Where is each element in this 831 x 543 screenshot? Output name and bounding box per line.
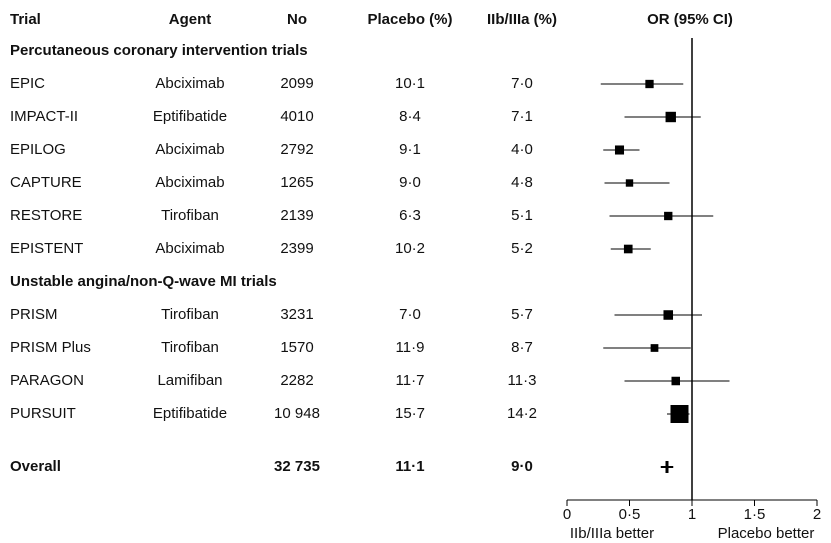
cell: PRISM <box>10 306 58 323</box>
cell: Lamifiban <box>157 372 222 389</box>
x-label: Placebo better <box>718 525 815 542</box>
cell: 11·7 <box>396 372 425 389</box>
cell: Eptifibatide <box>153 405 227 422</box>
column-header: Placebo (%) <box>367 11 452 28</box>
cell: 5·7 <box>511 306 533 323</box>
column-header: Agent <box>169 11 212 28</box>
cell: 2139 <box>280 207 313 224</box>
group-label: Unstable angina/non-Q-wave MI trials <box>10 273 277 290</box>
cell: IMPACT-II <box>10 108 78 125</box>
cell: 32 735 <box>274 458 320 475</box>
or-box <box>614 145 625 155</box>
cell: 7·1 <box>511 108 533 125</box>
cell: 11·1 <box>395 458 424 475</box>
or-box <box>663 310 674 320</box>
cell: 9·0 <box>511 458 533 475</box>
or-box <box>650 344 659 352</box>
cell: Abciximab <box>155 174 224 191</box>
cell: 9·1 <box>399 141 421 158</box>
x-tick-label: 1 <box>688 506 696 523</box>
x-tick-label: 2 <box>813 506 821 523</box>
column-header: IIb/IIIa (%) <box>487 11 557 28</box>
cell: EPIC <box>10 75 45 92</box>
cell: Overall <box>10 458 61 475</box>
cell: 2099 <box>280 75 313 92</box>
or-box <box>625 179 634 187</box>
cell: EPISTENT <box>10 240 83 257</box>
cell: 15·7 <box>395 405 425 422</box>
cell: 7·0 <box>511 75 533 92</box>
cell: CAPTURE <box>10 174 82 191</box>
cell: 1265 <box>280 174 313 191</box>
cell: 2399 <box>280 240 313 257</box>
cell: 14·2 <box>507 405 537 422</box>
cell: RESTORE <box>10 207 82 224</box>
cell: 4·8 <box>511 174 533 191</box>
cell: 3231 <box>280 306 313 323</box>
cell: 2792 <box>280 141 313 158</box>
cell: Tirofiban <box>161 207 219 224</box>
or-box <box>623 244 633 254</box>
x-tick-label: 0·5 <box>619 506 641 523</box>
cell: 2282 <box>280 372 313 389</box>
cell: PRISM Plus <box>10 339 91 356</box>
cell: EPILOG <box>10 141 66 158</box>
or-box <box>665 111 676 123</box>
cell: PARAGON <box>10 372 84 389</box>
or-box <box>671 376 681 386</box>
cell: Abciximab <box>155 240 224 257</box>
cell: Abciximab <box>155 75 224 92</box>
column-header: OR (95% CI) <box>647 11 733 28</box>
cell: 5·1 <box>511 207 533 224</box>
cell: 8·4 <box>399 108 421 125</box>
cell: 11·9 <box>396 339 425 356</box>
cell: 9·0 <box>399 174 421 191</box>
cell: 1570 <box>280 339 313 356</box>
cell: 5·2 <box>511 240 533 257</box>
column-header: Trial <box>10 11 41 28</box>
column-header: No <box>287 11 307 28</box>
cell: PURSUIT <box>10 405 76 422</box>
or-box <box>645 79 654 89</box>
cell: Tirofiban <box>161 339 219 356</box>
cell: 7·0 <box>399 306 421 323</box>
cell: Tirofiban <box>161 306 219 323</box>
cell: Eptifibatide <box>153 108 227 125</box>
cell: 8·7 <box>511 339 533 356</box>
cell: 11·3 <box>508 372 537 389</box>
cell: 10·1 <box>395 75 425 92</box>
cell: 4·0 <box>511 141 533 158</box>
cell: 4010 <box>280 108 313 125</box>
cell: 10 948 <box>274 405 320 422</box>
cell: Abciximab <box>155 141 224 158</box>
x-tick-label: 0 <box>563 506 571 523</box>
cell: 6·3 <box>399 207 421 224</box>
or-box <box>664 211 673 221</box>
x-label: IIb/IIIa better <box>570 525 654 542</box>
or-box <box>670 405 689 423</box>
group-label: Percutaneous coronary intervention trial… <box>10 42 308 59</box>
cell: 10·2 <box>395 240 425 257</box>
x-tick-label: 1·5 <box>744 506 766 523</box>
